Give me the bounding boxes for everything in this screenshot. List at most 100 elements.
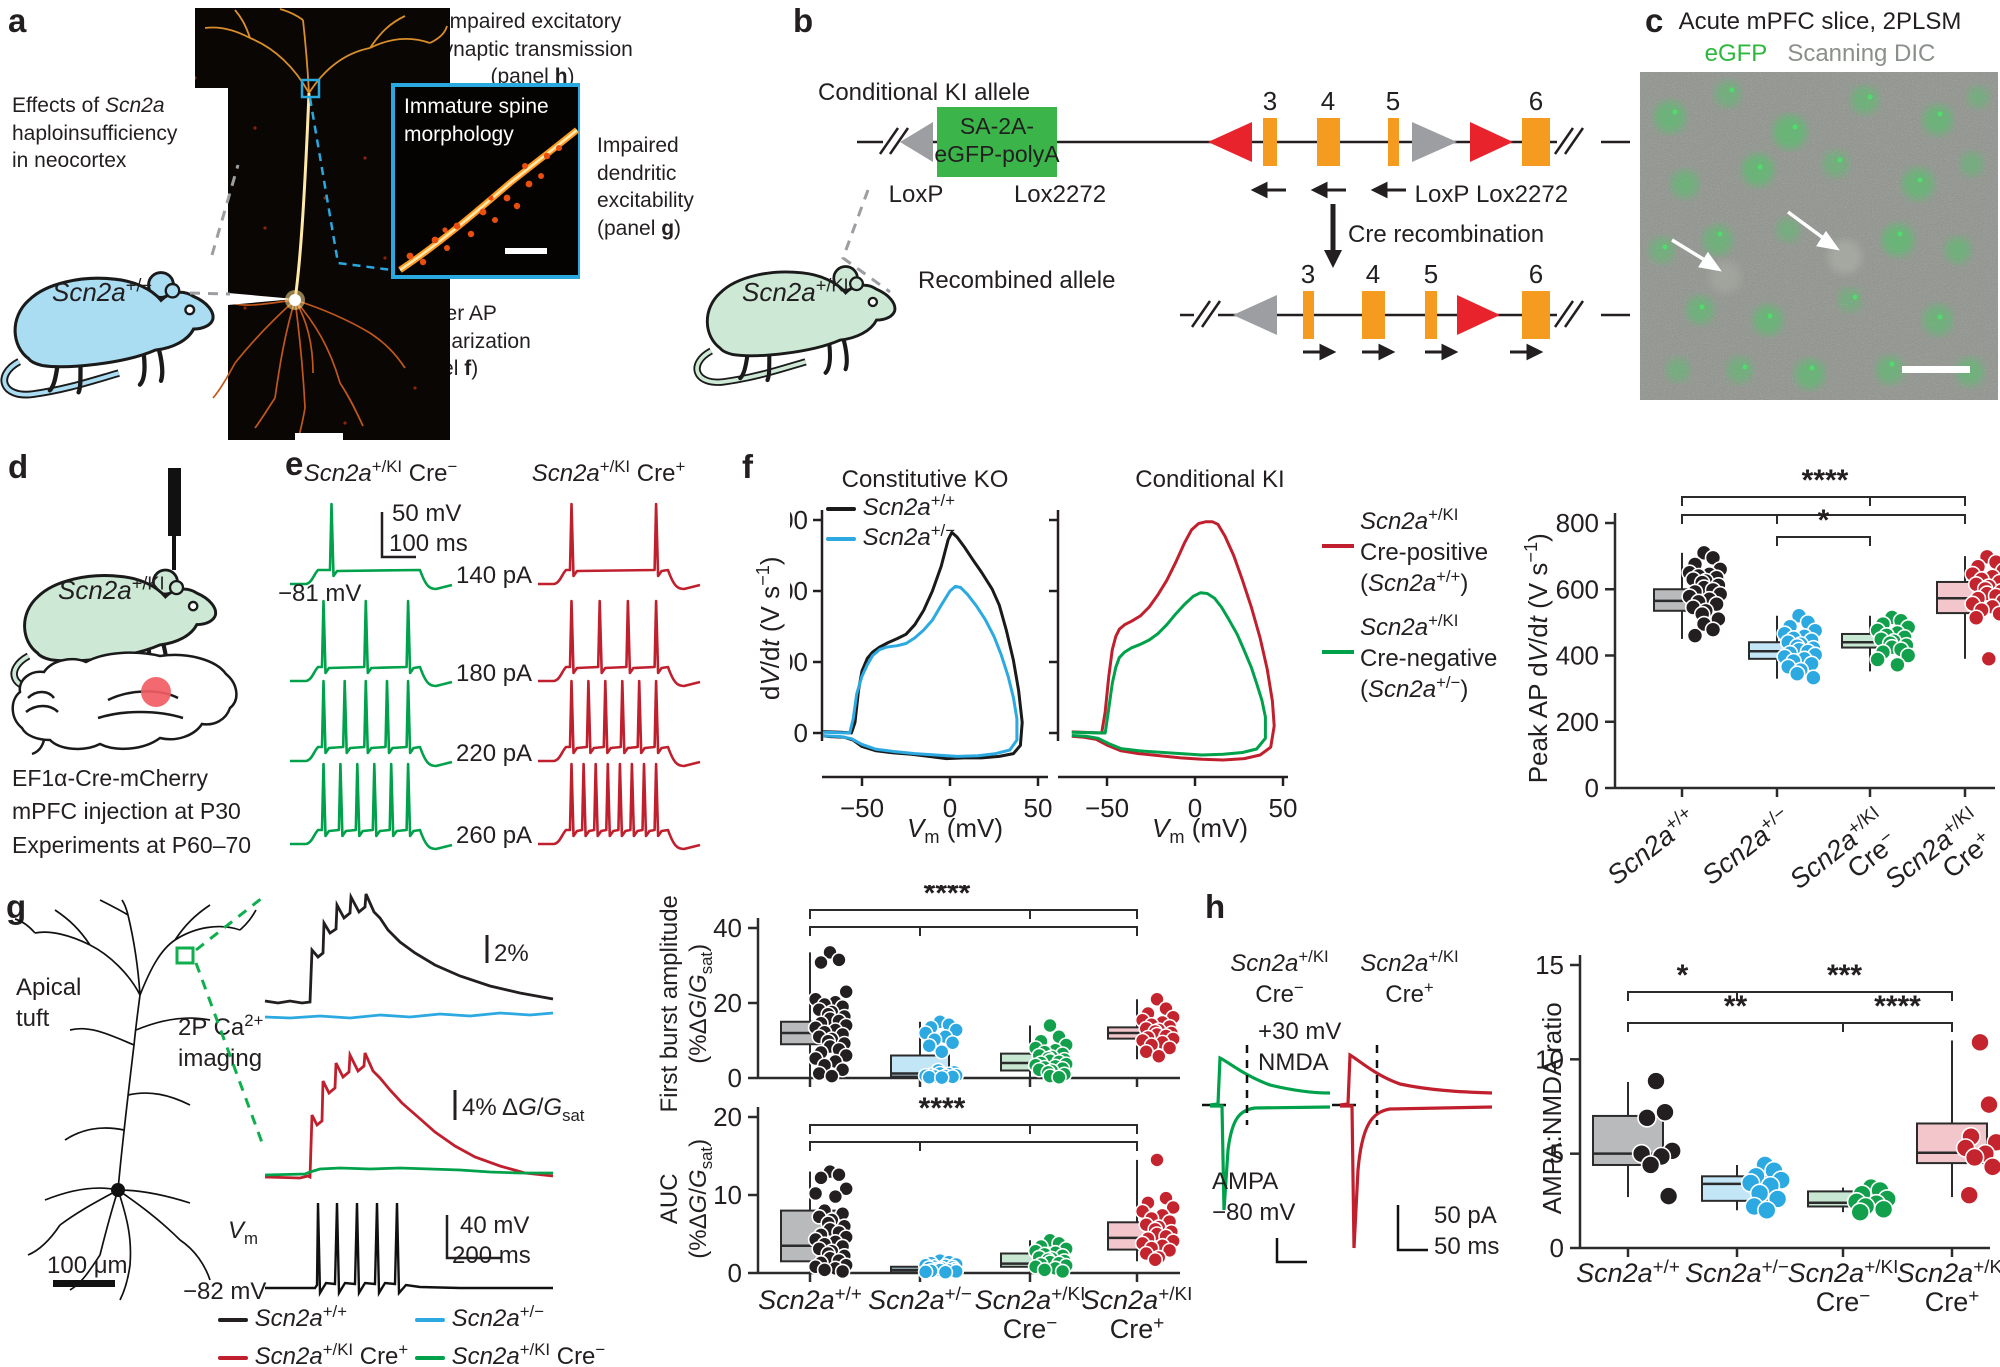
panel-e-col2-title: Scn2a+/KI Cre+ <box>531 457 686 487</box>
data-point <box>1889 656 1906 674</box>
g-apical-label: Apical tuft <box>16 974 82 1033</box>
data-point <box>831 952 847 968</box>
g-scale-2pct: 2% <box>494 940 529 967</box>
patch-pipette <box>228 293 295 305</box>
crepos-marker <box>218 1355 248 1360</box>
sig-bracket <box>1736 991 1953 1001</box>
soma-tracing <box>111 1183 125 1197</box>
scale-small-green <box>1275 1238 1307 1264</box>
creneg-marker <box>415 1355 445 1360</box>
egfp-punctum <box>1662 244 1668 250</box>
loxp-triangle-left <box>900 122 933 162</box>
egfp-cells <box>1649 81 1989 389</box>
y-tick-label: 0 <box>728 1258 742 1288</box>
h-col1-title: Scn2a+/KI Cre− <box>1230 947 1329 1009</box>
crepos-line-marker <box>1322 544 1354 548</box>
y-tick-label: 40 <box>713 913 742 943</box>
data-point <box>807 1185 824 1202</box>
y-tick-label: 20 <box>713 988 742 1018</box>
lox2272-triangle-recombined <box>1457 295 1500 335</box>
egfp-cell <box>1967 86 1989 108</box>
y-tick-label: 600 <box>1556 574 1599 604</box>
exon5-num: 5 <box>1386 86 1400 116</box>
f-title-left: Constitutive KO <box>841 466 1009 493</box>
panel-e-col1-title: Scn2a+/KI Cre− <box>303 457 458 487</box>
ca-trace-crepos <box>264 1049 554 1180</box>
lox2272-label-1: Lox2272 <box>1014 181 1106 208</box>
x-tick-label: −50 <box>1085 793 1129 823</box>
data-point <box>1704 621 1722 638</box>
sig-bracket <box>1842 1022 1953 1032</box>
egfp-punctum <box>1792 124 1798 130</box>
f-title-right: Conditional KI <box>1135 466 1285 493</box>
y-tick-label: 400 <box>790 576 808 606</box>
f-ylabel: dV/dt (V s−1) <box>753 556 785 701</box>
g-vrest: −82 mV <box>183 1278 267 1305</box>
ap-train <box>538 762 701 851</box>
micrograph-scale-bar <box>1902 366 1970 373</box>
egfp-cell <box>1727 357 1753 383</box>
exon4-box <box>1317 118 1340 166</box>
data-point <box>816 1262 833 1278</box>
sig-stars: **** <box>919 1092 966 1125</box>
sig-stars: * <box>1818 504 1830 537</box>
egfp-cell <box>1654 101 1686 133</box>
f-legend-creneg: Scn2a+/KI Cre-negative (Scn2a+/−) <box>1360 611 1498 704</box>
egfp-punctum <box>1699 304 1705 310</box>
apical-trunk <box>293 92 311 301</box>
exon4-num: 4 <box>1321 86 1335 116</box>
phase-curve <box>1071 520 1276 762</box>
data-point <box>933 1043 950 1060</box>
exon6-num-2: 6 <box>1529 259 1543 289</box>
exon3-num: 3 <box>1263 86 1277 116</box>
cassette-line1: SA-2A- <box>960 113 1034 139</box>
epsc-red <box>1339 1052 1493 1249</box>
x-label: Scn2a+/+ <box>758 1284 862 1315</box>
sig-bracket <box>1627 1022 1844 1032</box>
creneg-line-marker <box>1322 650 1354 654</box>
ap-train <box>538 599 701 688</box>
inset-scale-bar <box>505 248 547 254</box>
data-point <box>813 1170 829 1186</box>
panel-b-label: b <box>793 2 814 39</box>
x-label-line2: Cre+ <box>1925 1286 1980 1317</box>
egfp-punctum <box>1729 87 1735 93</box>
cre-arrow-head <box>1324 250 1342 268</box>
egfp-cell <box>1671 170 1699 198</box>
x-label-line2: Cre+ <box>1110 1313 1165 1344</box>
exon5-box <box>1388 118 1399 166</box>
data-point <box>1686 627 1704 644</box>
y-tick-label: 20 <box>713 1102 742 1132</box>
data-point <box>1051 1069 1067 1086</box>
image-scale-bar <box>295 433 343 440</box>
y-tick-label: 200 <box>1556 707 1599 737</box>
data-point <box>1646 1071 1666 1091</box>
data-point <box>1054 1263 1071 1280</box>
data-point <box>824 1068 840 1084</box>
e-scale-v: 50 mV <box>392 500 462 527</box>
ap-train <box>290 599 453 688</box>
sig-stars: ** <box>1724 990 1748 1023</box>
ca-trace-creneg <box>264 1166 553 1177</box>
panel-g-ca-traces <box>264 891 554 1298</box>
egfp-cell <box>1795 359 1825 389</box>
sig-stars: **** <box>1874 990 1921 1023</box>
h-box-ylabel: AMPA:NMDA ratio <box>1536 1002 1567 1215</box>
sig-bracket <box>919 1141 1138 1151</box>
egfp-cell <box>1773 115 1807 149</box>
sig-bracket <box>1681 496 1871 506</box>
data-point <box>1149 991 1165 1008</box>
g-vm-label: Vm <box>228 1217 258 1248</box>
h-ampa-label: AMPA −80 mV <box>1212 1168 1296 1227</box>
lox2272-label-2: Lox2272 <box>1476 181 1568 208</box>
exon3-box <box>1263 118 1277 166</box>
data-point <box>1788 665 1806 683</box>
panel-a-note-h: Impaired excitatory synaptic transmission… <box>432 10 633 89</box>
y-tick-label: 5 <box>1550 1139 1564 1169</box>
g-legend-wt: Scn2a+/+ <box>218 1303 347 1334</box>
sig-bracket <box>1029 1124 1138 1134</box>
egfp-cell <box>1902 168 1934 200</box>
panel-c-micrograph <box>1640 72 1998 400</box>
